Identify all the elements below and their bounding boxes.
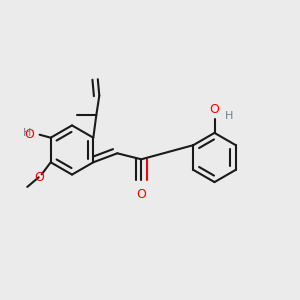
Text: O: O bbox=[24, 128, 34, 141]
Text: O: O bbox=[210, 103, 219, 116]
Text: H: H bbox=[23, 128, 31, 138]
Text: O: O bbox=[136, 188, 146, 201]
Text: O: O bbox=[34, 171, 43, 184]
Text: H: H bbox=[224, 111, 233, 122]
